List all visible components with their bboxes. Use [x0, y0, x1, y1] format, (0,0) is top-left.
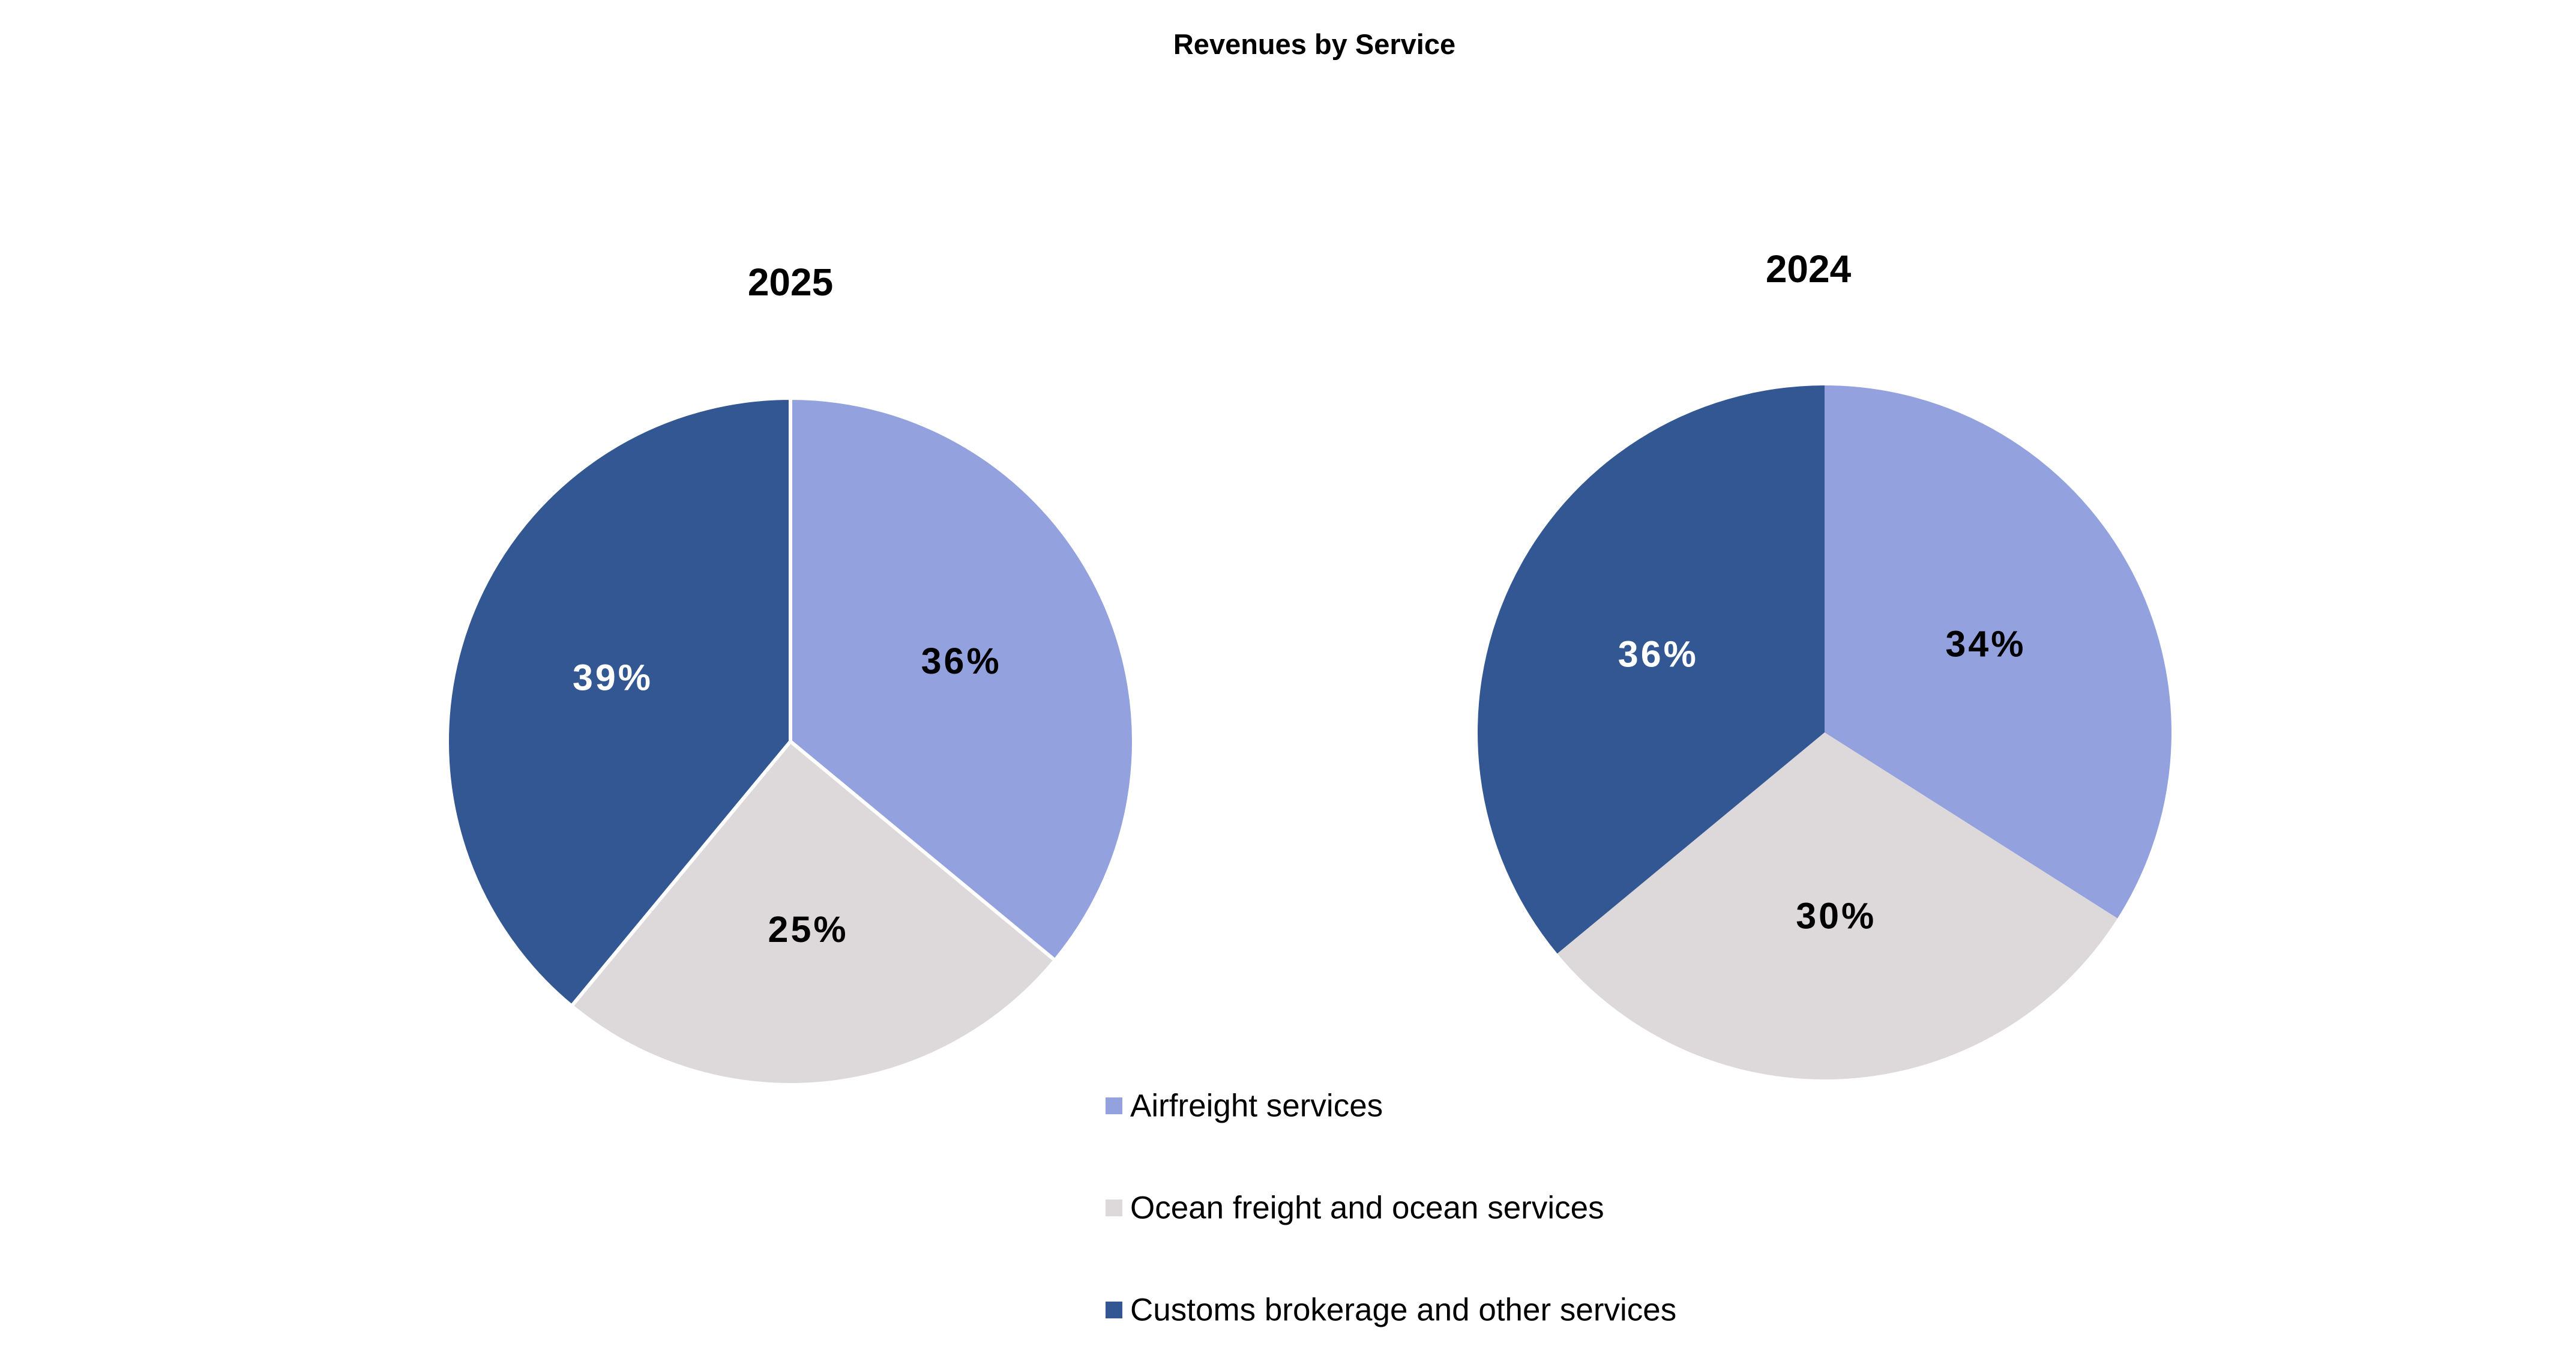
pie-slice-2024-ocean-freight-and-ocean-services [1557, 732, 2118, 1080]
pie-slices-2024 [1478, 385, 2171, 1080]
pie-slice-2025-airfreight-services [789, 396, 1136, 962]
pie-slice-2025-customs-brokerage-and-other-services [445, 396, 792, 1008]
pie-slice-2025-ocean-freight-and-ocean-services [570, 740, 1057, 1087]
legend: Airfreight services Ocean freight and oce… [1106, 1088, 1676, 1328]
pie-title-2024: 2024 [1766, 247, 1852, 291]
pie-title-2025: 2025 [748, 261, 833, 304]
pie-labels-2025: 36% 25% 39% [573, 641, 1002, 950]
legend-item-ocean-freight-and-ocean-services: Ocean freight and ocean services [1106, 1191, 1604, 1226]
legend-swatch-airfreight-services [1106, 1097, 1122, 1114]
slice-label-2025-airfreight-services: 36% [921, 641, 1002, 681]
pie-slice-2024-customs-brokerage-and-other-services [1478, 385, 1825, 954]
pie-labels-2024: 34% 30% 36% [1618, 623, 2026, 937]
legend-item-airfreight-services: Airfreight services [1106, 1088, 1383, 1124]
legend-item-customs-brokerage-and-other-services: Customs brokerage and other services [1106, 1293, 1676, 1328]
chart-title: Revenues by Service [1173, 28, 1455, 60]
slice-label-2024-customs-brokerage-and-other-services: 36% [1618, 634, 1699, 675]
legend-label-customs-brokerage-and-other-services: Customs brokerage and other services [1130, 1293, 1676, 1328]
pie-chart-2024: 2024 34% 30% 36% [1478, 247, 2171, 1080]
legend-swatch-customs-brokerage-and-other-services [1106, 1302, 1122, 1318]
slice-label-2024-airfreight-services: 34% [1945, 623, 2026, 664]
legend-swatch-ocean-freight-and-ocean-services [1106, 1200, 1122, 1216]
slice-label-2025-customs-brokerage-and-other-services: 39% [573, 657, 653, 698]
slice-label-2025-ocean-freight-and-ocean-services: 25% [768, 909, 849, 950]
slice-label-2024-ocean-freight-and-ocean-services: 30% [1796, 896, 1876, 937]
legend-label-airfreight-services: Airfreight services [1130, 1088, 1383, 1124]
pie-chart-2025: 2025 36% 25% 39% [445, 261, 1136, 1087]
pie-slice-2024-airfreight-services [1825, 385, 2171, 919]
legend-label-ocean-freight-and-ocean-services: Ocean freight and ocean services [1130, 1191, 1604, 1226]
pie-slices-2025 [445, 396, 1136, 1087]
